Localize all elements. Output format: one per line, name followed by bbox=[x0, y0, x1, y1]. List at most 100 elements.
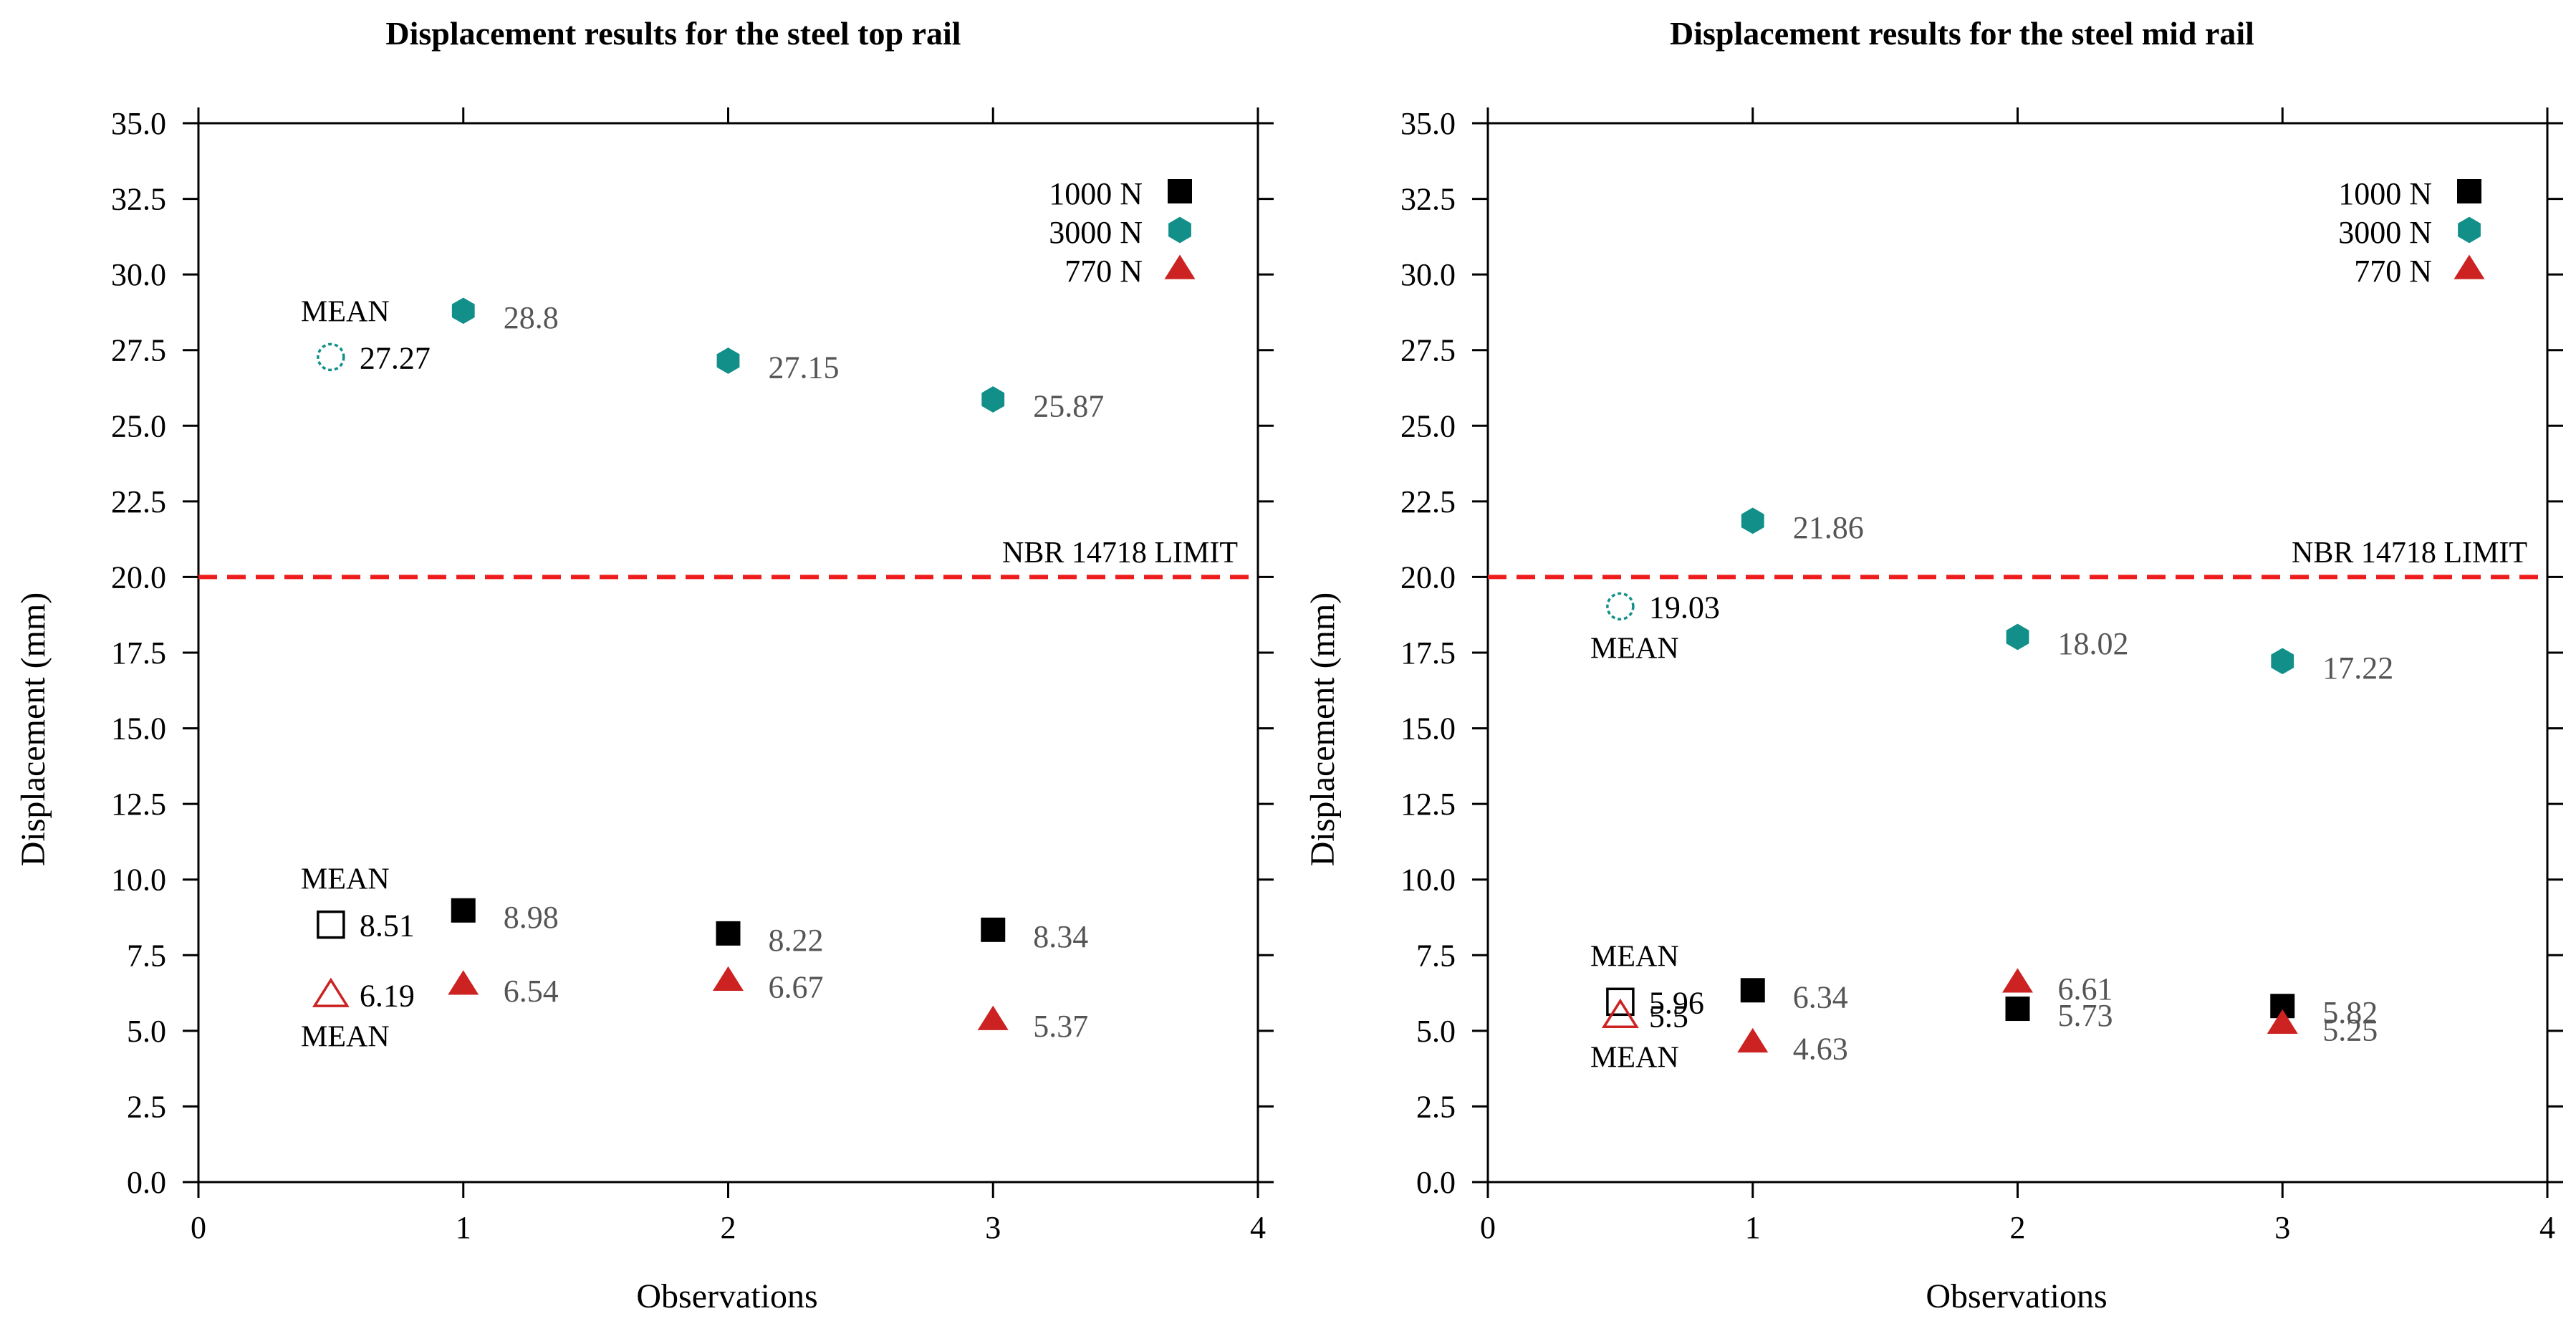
legend-label: 770 N bbox=[1064, 254, 1143, 289]
y-tick-label: 17.5 bbox=[111, 635, 166, 671]
data-point bbox=[2005, 997, 2030, 1022]
data-label: 21.86 bbox=[1793, 510, 1864, 545]
x-tick-label: 3 bbox=[2274, 1210, 2290, 1245]
y-tick-label: 15.0 bbox=[1400, 711, 1456, 747]
data-label: 5.25 bbox=[2322, 1012, 2378, 1047]
legend-marker bbox=[2458, 216, 2481, 244]
data-label: 8.34 bbox=[1033, 919, 1088, 954]
legend-marker bbox=[2454, 254, 2485, 279]
y-tick-label: 12.5 bbox=[1400, 787, 1456, 822]
y-tick-label: 12.5 bbox=[111, 787, 166, 822]
y-tick-label: 10.0 bbox=[1400, 863, 1456, 898]
y-tick-label: 20.0 bbox=[111, 560, 166, 595]
limit-label: NBR 14718 LIMIT bbox=[2292, 537, 2527, 570]
data-point bbox=[451, 297, 475, 325]
y-axis-label: Displacement (mm) bbox=[1304, 592, 1342, 867]
data-point bbox=[1740, 978, 1765, 1003]
x-tick-label: 4 bbox=[2539, 1210, 2555, 1245]
x-tick-label: 0 bbox=[191, 1210, 206, 1245]
chart-top-rail: Displacement results for the steel top r… bbox=[14, 15, 1274, 1315]
mean-text-label: MEAN bbox=[1590, 632, 1679, 665]
data-point bbox=[716, 347, 740, 374]
y-tick-label: 0.0 bbox=[1416, 1165, 1456, 1200]
mean-point bbox=[312, 977, 350, 1007]
y-tick-label: 2.5 bbox=[127, 1089, 166, 1124]
legend-label: 1000 N bbox=[2338, 176, 2432, 211]
x-tick-label: 0 bbox=[1480, 1210, 1496, 1245]
data-label: 5.82 bbox=[2322, 995, 2378, 1030]
data-label: 4.63 bbox=[1793, 1031, 1848, 1066]
data-label: 5.37 bbox=[1033, 1009, 1088, 1044]
y-axis-label: Displacement (mm) bbox=[14, 592, 52, 867]
data-label: 6.67 bbox=[769, 969, 824, 1004]
mean-point bbox=[1606, 987, 1635, 1017]
y-tick-label: 30.0 bbox=[111, 257, 166, 292]
data-point bbox=[2271, 648, 2294, 675]
y-tick-label: 5.0 bbox=[127, 1014, 166, 1049]
limit-label: NBR 14718 LIMIT bbox=[1002, 537, 1238, 570]
y-tick-label: 0.0 bbox=[127, 1165, 166, 1200]
y-tick-label: 15.0 bbox=[111, 711, 166, 747]
legend-label: 770 N bbox=[2354, 254, 2432, 289]
mean-value-label: 8.51 bbox=[360, 908, 415, 944]
y-tick-label: 27.5 bbox=[1400, 333, 1456, 368]
mean-value-label: 6.19 bbox=[360, 979, 415, 1014]
data-point bbox=[981, 386, 1005, 413]
data-point bbox=[716, 921, 741, 946]
x-axis-label: Observations bbox=[636, 1277, 817, 1315]
y-tick-label: 25.0 bbox=[111, 408, 166, 443]
mean-point bbox=[1601, 998, 1639, 1029]
data-label: 8.22 bbox=[769, 923, 824, 958]
x-tick-label: 2 bbox=[2010, 1210, 2026, 1245]
y-tick-label: 32.5 bbox=[111, 182, 166, 217]
mean-value-label: 5.96 bbox=[1649, 985, 1704, 1020]
mean-point bbox=[1606, 592, 1635, 621]
data-label: 6.34 bbox=[1793, 979, 1848, 1014]
x-axis-label: Observations bbox=[1926, 1277, 2107, 1315]
y-tick-label: 22.5 bbox=[111, 484, 166, 519]
data-point bbox=[2001, 968, 2034, 993]
data-label: 6.61 bbox=[2058, 971, 2113, 1007]
chart-title: Displacement results for the steel mid r… bbox=[1670, 15, 2254, 52]
legend-label: 1000 N bbox=[1049, 176, 1143, 211]
mean-value-label: 19.03 bbox=[1649, 590, 1720, 625]
data-point bbox=[451, 898, 476, 923]
y-tick-label: 2.5 bbox=[1416, 1089, 1456, 1124]
y-tick-label: 35.0 bbox=[1400, 106, 1456, 141]
y-tick-label: 20.0 bbox=[1400, 560, 1456, 595]
x-tick-label: 3 bbox=[985, 1210, 1001, 1245]
y-tick-label: 17.5 bbox=[1400, 635, 1456, 671]
y-tick-label: 35.0 bbox=[111, 106, 166, 141]
legend-label: 3000 N bbox=[1049, 215, 1143, 250]
mean-text-label: MEAN bbox=[301, 1021, 390, 1054]
y-tick-label: 32.5 bbox=[1400, 182, 1456, 217]
legend-label: 3000 N bbox=[2338, 215, 2432, 250]
data-point bbox=[2267, 1009, 2298, 1034]
data-label: 6.54 bbox=[504, 974, 559, 1009]
data-point bbox=[977, 1005, 1009, 1030]
y-tick-label: 25.0 bbox=[1400, 408, 1456, 443]
chart-mid-rail: Displacement results for the steel mid r… bbox=[1304, 15, 2563, 1315]
x-tick-label: 1 bbox=[456, 1210, 471, 1245]
legend-marker bbox=[1164, 254, 1196, 279]
data-point bbox=[1741, 507, 1764, 534]
mean-point bbox=[317, 342, 345, 372]
y-tick-label: 30.0 bbox=[1400, 257, 1456, 292]
legend-marker bbox=[1168, 216, 1191, 244]
y-tick-label: 7.5 bbox=[1416, 938, 1456, 973]
data-point bbox=[2006, 623, 2029, 651]
data-label: 17.22 bbox=[2322, 651, 2393, 686]
data-label: 18.02 bbox=[2058, 626, 2129, 661]
data-label: 8.98 bbox=[504, 900, 559, 935]
data-point bbox=[981, 917, 1006, 942]
data-point bbox=[712, 966, 744, 991]
mean-text-label: MEAN bbox=[301, 295, 390, 328]
x-tick-label: 1 bbox=[1745, 1210, 1761, 1245]
legend-marker bbox=[1168, 179, 1192, 203]
y-tick-label: 27.5 bbox=[111, 333, 166, 368]
data-label: 27.15 bbox=[769, 350, 840, 385]
y-tick-label: 7.5 bbox=[127, 938, 166, 973]
plot-area: 0.0 2.5 5.0 7.5 10.0 12.5 15.0 17.5 20.0 22.5 25.0… bbox=[111, 106, 1274, 1245]
y-tick-label: 22.5 bbox=[1400, 484, 1456, 519]
